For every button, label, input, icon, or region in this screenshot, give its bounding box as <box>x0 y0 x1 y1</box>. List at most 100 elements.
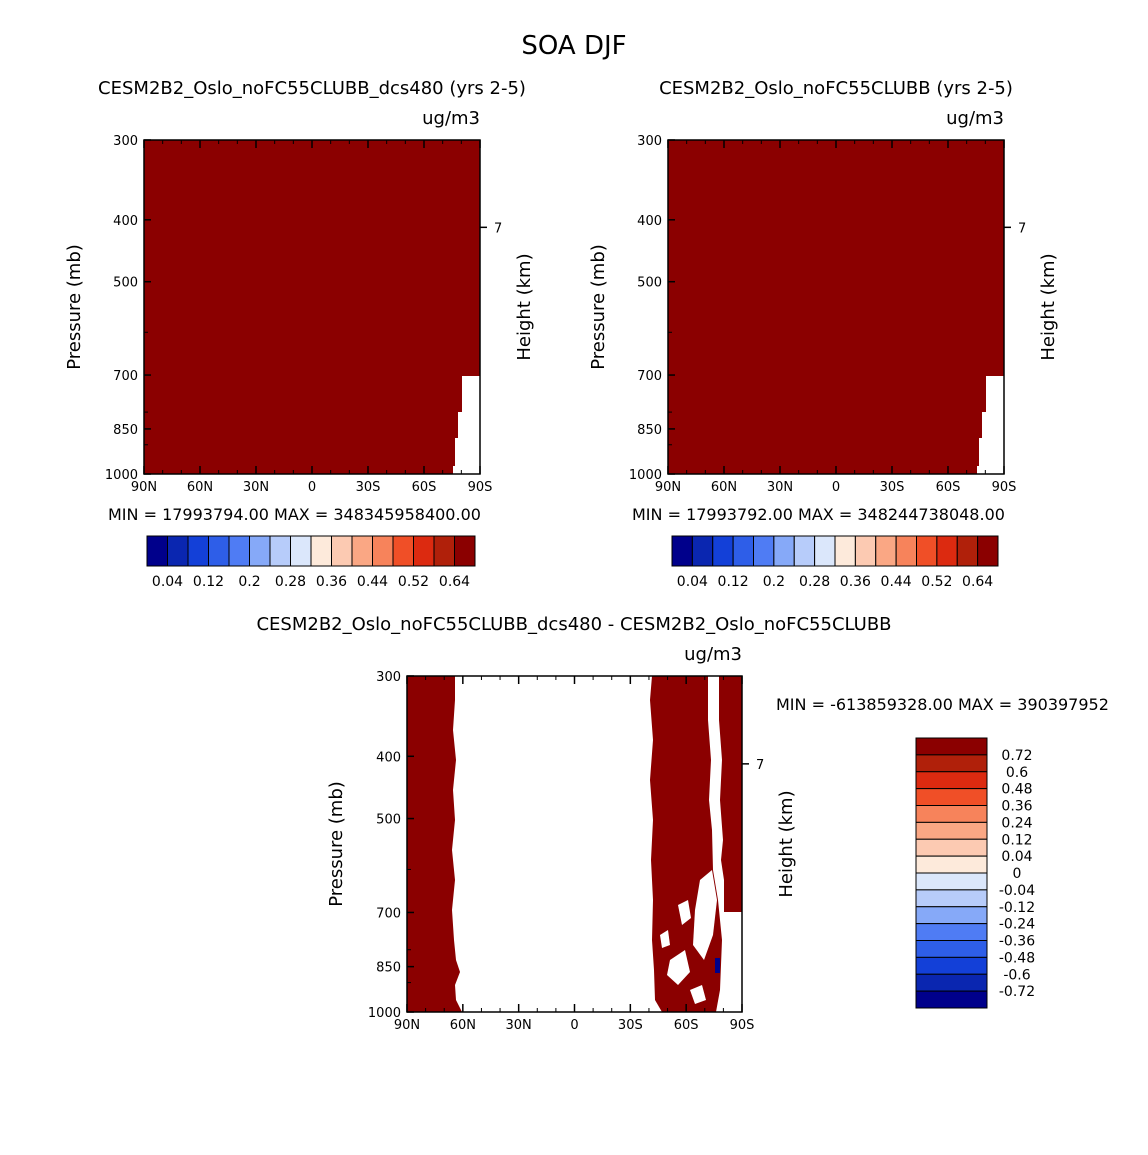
panel-right-colorbar-swatch <box>916 535 938 567</box>
panel-diff-colorbar-label: 0.12 <box>1001 832 1032 848</box>
panel-diff-colorbar-label: -0.04 <box>999 883 1035 899</box>
panel-diff-colorbar-swatch <box>915 872 988 891</box>
panel-left-colorbar-swatch <box>249 535 271 567</box>
panel-diff-colorbar: 0.720.60.480.360.240.120.040-0.04-0.12-0… <box>915 737 1035 1009</box>
panel-diff-colorbar-swatch <box>915 940 988 958</box>
panel-diff-colorbar-swatch <box>915 855 988 874</box>
panel-right-colorbar-swatch <box>732 535 754 567</box>
panel-diff-colorbar-swatch <box>915 973 988 992</box>
panel-left-colorbar-swatch <box>167 535 189 567</box>
panel-left-colorbar-label: 0.64 <box>439 574 470 590</box>
panel-left-colorbar-swatch <box>351 535 373 567</box>
panel-left-colorbar-swatch <box>392 535 414 567</box>
panel-right-colorbar-label: 0.36 <box>840 574 871 590</box>
panel-right-colorbar-label: 0.04 <box>677 574 708 590</box>
panel-right-minmax: MIN = 17993792.00 MAX = 348244738048.00 <box>632 505 1005 524</box>
panel-right: CESM2B2_Oslo_noFC55CLUBB (yrs 2-5) ug/m3… <box>588 78 1059 590</box>
panel-diff-ytick-label: 850 <box>376 961 401 976</box>
panel-left-xtick-label: 90S <box>468 480 493 495</box>
panel-diff-xtick-label: 0 <box>570 1018 578 1033</box>
panel-left-xtick-label: 60S <box>412 480 437 495</box>
panel-left-colorbar-label: 0.12 <box>193 574 224 590</box>
panel-diff-xtick-label: 30S <box>618 1018 643 1033</box>
panel-right-plot <box>667 139 1005 475</box>
panel-left-colorbar-swatch <box>228 535 250 567</box>
panel-diff-colorbar-swatch <box>915 821 988 840</box>
panel-diff-ytick-label: 400 <box>376 750 401 765</box>
panel-right-colorbar-swatch <box>875 535 897 567</box>
panel-diff-colorbar-swatch <box>915 889 988 908</box>
panel-diff-colorbar-swatch <box>915 737 988 756</box>
panel-right-colorbar-swatch <box>712 535 734 567</box>
panel-right-ytick-label: 400 <box>637 214 662 229</box>
panel-left-ytick-label: 400 <box>113 214 138 229</box>
panel-right-colorbar-label: 0.2 <box>763 574 785 590</box>
panel-diff-minmax: MIN = -613859328.00 MAX = 390397952 <box>776 695 1109 714</box>
panel-right-colorbar-swatch <box>936 535 958 567</box>
panel-diff-hole-4 <box>690 985 706 1004</box>
panel-left-colorbar-label: 0.04 <box>152 574 183 590</box>
panel-diff-ylabel: Pressure (mb) <box>326 781 347 907</box>
panel-left-field <box>144 140 480 474</box>
panel-left-xtick-label: 30S <box>356 480 381 495</box>
panel-right-colorbar-swatch <box>854 535 877 567</box>
panel-left-ytick-label: 1000 <box>105 468 138 483</box>
panel-left-axes: 300 400 500 700 850 1000 7 90N 60N 30N 0 30S 60S 90S <box>105 134 502 495</box>
panel-diff-title: CESM2B2_Oslo_noFC55CLUBB_dcs480 - CESM2B… <box>256 614 891 635</box>
panel-diff-colorbar-label: -0.12 <box>999 900 1035 916</box>
panel-right-ytick-label: 700 <box>637 369 662 384</box>
panel-left-colorbar-swatch <box>187 535 209 567</box>
panel-diff-colorbar-label: -0.72 <box>999 984 1035 1000</box>
panel-diff-colorbar-label: 0.48 <box>1001 782 1032 798</box>
panel-diff-hole-5 <box>660 930 670 948</box>
panel-right-colorbar-swatch <box>753 535 775 567</box>
panel-left-colorbar: 0.04 0.12 0.2 0.28 0.36 0.44 0.52 0.64 <box>146 535 476 590</box>
panel-right-axes: 300 400 500 700 850 1000 7 90N 60N 30N 0 30S 60S 90S <box>629 134 1026 495</box>
panel-right-colorbar-swatch <box>834 535 856 567</box>
panel-left-ytick-label: 300 <box>113 134 138 149</box>
panel-diff-xtick-label: 60S <box>674 1018 699 1033</box>
panel-right-field <box>668 140 1004 474</box>
panel-right-missing-region <box>977 376 1004 474</box>
panel-diff-ytick-label: 700 <box>376 906 401 921</box>
panel-right-colorbar-label: 0.44 <box>881 574 912 590</box>
panel-right-y2tick-label: 7 <box>1018 221 1026 236</box>
panel-right-colorbar-swatch <box>773 535 795 567</box>
panel-left-y2label: Height (km) <box>514 253 535 360</box>
panel-left-colorbar-label: 0.28 <box>275 574 306 590</box>
panel-diff-colorbar-label: -0.36 <box>999 934 1035 950</box>
panel-diff-colorbar-swatch <box>915 771 988 790</box>
panel-diff-xtick-label: 60N <box>450 1018 476 1033</box>
panel-diff-colorbar-label: -0.48 <box>999 950 1035 966</box>
panel-right-colorbar-swatch <box>977 535 999 567</box>
panel-diff-xtick-label: 90S <box>730 1018 755 1033</box>
panel-right-xtick-label: 90S <box>992 480 1017 495</box>
panel-diff-colorbar-label: 0.04 <box>1001 849 1032 865</box>
panel-right-colorbar-swatch <box>956 535 979 567</box>
panel-left-ytick-label: 850 <box>113 423 138 438</box>
panel-diff-colorbar-label: 0.24 <box>1001 815 1032 831</box>
panel-diff-colorbar-swatch <box>915 805 988 823</box>
panel-right-colorbar-swatch <box>814 535 836 567</box>
panel-diff-xtick-label: 90N <box>394 1018 420 1033</box>
panel-right-colorbar-swatch <box>671 535 693 567</box>
panel-left-colorbar-swatch <box>310 535 332 567</box>
panel-left-ytick-label: 500 <box>113 276 138 291</box>
panel-left: CESM2B2_Oslo_noFC55CLUBB_dcs480 (yrs 2-5… <box>64 78 535 590</box>
panel-left-colorbar-swatch <box>146 535 168 567</box>
panel-left-missing-region <box>453 376 480 474</box>
panel-left-colorbar-label: 0.44 <box>357 574 388 590</box>
panel-diff-plot <box>406 675 743 1013</box>
panel-left-colorbar-swatch <box>290 535 312 567</box>
panel-diff-colorbar-swatch <box>915 838 988 857</box>
panel-diff: CESM2B2_Oslo_noFC55CLUBB_dcs480 - CESM2B… <box>256 614 1108 1033</box>
panel-left-xtick-label: 60N <box>187 480 213 495</box>
panel-right-xtick-label: 30N <box>767 480 793 495</box>
panel-diff-band-pole <box>719 676 742 912</box>
panel-diff-ytick-label: 500 <box>376 813 401 828</box>
panel-diff-axes: 300 400 500 700 850 1000 7 90N 60N 30N 0 30S 60S 90S <box>368 670 764 1033</box>
panel-left-minmax: MIN = 17993794.00 MAX = 348345958400.00 <box>108 505 481 524</box>
panel-left-colorbar-swatch <box>413 535 435 567</box>
panel-diff-ytick-label: 1000 <box>368 1006 401 1021</box>
